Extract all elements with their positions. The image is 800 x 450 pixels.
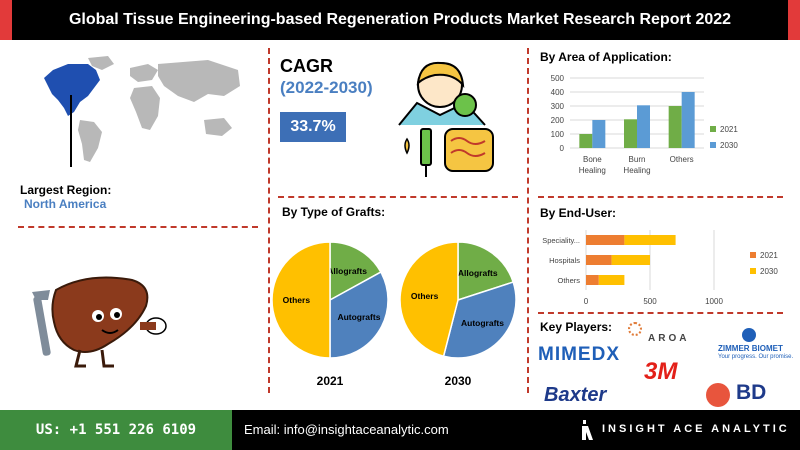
- bar-2030: [681, 92, 695, 148]
- footer-bar: Email: info@insightaceanalytic.com INSIG…: [232, 410, 800, 450]
- divider-left: [268, 48, 270, 393]
- x-tick-label: 0: [584, 297, 589, 306]
- x-tick-label: 500: [643, 297, 657, 306]
- pie-label: Allografts: [458, 268, 498, 278]
- divider-right-h-bottom: [538, 312, 783, 314]
- world-map-icon: [44, 56, 240, 162]
- bar-2021: [668, 106, 682, 148]
- legend-swatch: [710, 126, 716, 132]
- y-tick-label: 200: [551, 116, 565, 125]
- cagr-title: CAGR: [280, 56, 333, 76]
- x-tick-label: Burn: [629, 155, 646, 164]
- pie-slice-allografts: [457, 241, 515, 302]
- y-tick-label: 300: [551, 102, 565, 111]
- y-tick-label: 100: [551, 130, 565, 139]
- legend-label: 2021: [720, 125, 738, 134]
- bar-2030: [598, 275, 625, 285]
- bd-logo: BD: [736, 381, 767, 404]
- brand-logo-icon: [582, 420, 593, 440]
- pie-year-label: 2030: [445, 374, 472, 388]
- bar-2021: [624, 119, 637, 148]
- cagr-value: 33.7%: [280, 112, 346, 142]
- grafts-chart-title: By Type of Grafts:: [282, 205, 386, 219]
- divider-right: [527, 48, 529, 393]
- zimmer-biomet-logo: ZIMMER BIOMET: [718, 344, 783, 353]
- y-tick-label: Hospitals: [549, 256, 580, 265]
- pie-slice-others: [399, 241, 459, 358]
- divider-left-h: [18, 226, 258, 228]
- pie-slice-autografts: [329, 271, 389, 359]
- zimmer-biomet-icon: [742, 328, 756, 342]
- bar-2030: [637, 105, 650, 148]
- key-players-title: Key Players:: [540, 320, 613, 334]
- pie-label: Others: [411, 291, 439, 301]
- legend-label: 2021: [760, 251, 778, 260]
- y-tick-label: 500: [551, 74, 565, 83]
- end-user-bar-chart: 0 500 1000 Speciality... Hospitals Others 2021…: [542, 230, 778, 306]
- end-user-chart-title: By End-User:: [540, 206, 617, 220]
- y-tick-label: Others: [557, 276, 580, 285]
- x-tick-label: Bone: [583, 155, 602, 164]
- grafts-pie-charts: Allografts Autografts Others 2021 Allografts…: [271, 241, 517, 388]
- x-tick-label: 1000: [705, 297, 723, 306]
- zimmer-biomet-tagline: Your progress. Our promise.: [718, 354, 794, 360]
- pie-slice-autografts: [442, 281, 517, 359]
- pie-year-label: 2021: [317, 374, 344, 388]
- legend-label: 2030: [760, 267, 778, 276]
- y-tick-label: Speciality...: [542, 236, 580, 245]
- legend-swatch: [750, 268, 756, 274]
- liver-mascot-icon: [32, 276, 167, 368]
- bar-2021: [586, 235, 625, 245]
- pie-label: Autografts: [337, 312, 380, 322]
- pie-slice-others: [271, 241, 331, 359]
- baxter-logo: Baxter: [544, 384, 607, 406]
- bar-2030: [624, 235, 676, 245]
- pie-label: Allografts: [327, 266, 367, 276]
- bar-2021: [586, 255, 612, 265]
- bar-2030: [592, 120, 606, 148]
- legend-label: 2030: [720, 141, 738, 150]
- footer-phone: US: +1 551 226 6109: [0, 410, 232, 450]
- pie-label: Autografts: [461, 318, 504, 328]
- application-bar-chart: 0 100 200 300 400 500 Bone Healing Burn Healing Ot…: [551, 74, 739, 175]
- application-chart-title: By Area of Application:: [540, 50, 672, 64]
- x-tick-label: Healing: [579, 166, 606, 175]
- divider-mid-h: [278, 196, 518, 198]
- largest-region-label: Largest Region:: [20, 183, 112, 197]
- x-tick-label: Others: [670, 155, 694, 164]
- doctor-icon: [398, 61, 494, 177]
- bd-logo-icon: [706, 383, 730, 407]
- x-tick-label: Healing: [623, 166, 650, 175]
- bar-2021: [579, 134, 593, 148]
- 3m-logo: 3M: [644, 358, 678, 385]
- y-tick-label: 0: [560, 144, 565, 153]
- aroa-logo-icon: [628, 322, 642, 336]
- pie-label: Others: [283, 295, 311, 305]
- legend-swatch: [750, 252, 756, 258]
- mimedx-logo: MIMEDX: [538, 344, 620, 365]
- cagr-period: (2022-2030): [280, 78, 373, 97]
- footer-brand: INSIGHT ACE ANALYTIC: [602, 423, 790, 435]
- bar-2030: [611, 255, 650, 265]
- legend-swatch: [710, 142, 716, 148]
- bar-2021: [586, 275, 599, 285]
- largest-region-value: North America: [24, 197, 107, 211]
- aroa-logo: AROA: [648, 333, 690, 344]
- pie-slice-allografts: [329, 241, 382, 302]
- divider-right-h-top: [538, 196, 783, 198]
- footer-email: Email: info@insightaceanalytic.com: [244, 422, 449, 437]
- report-title: Global Tissue Engineering-based Regenera…: [0, 0, 800, 40]
- y-tick-label: 400: [551, 88, 565, 97]
- map-pointer-line: [70, 95, 72, 167]
